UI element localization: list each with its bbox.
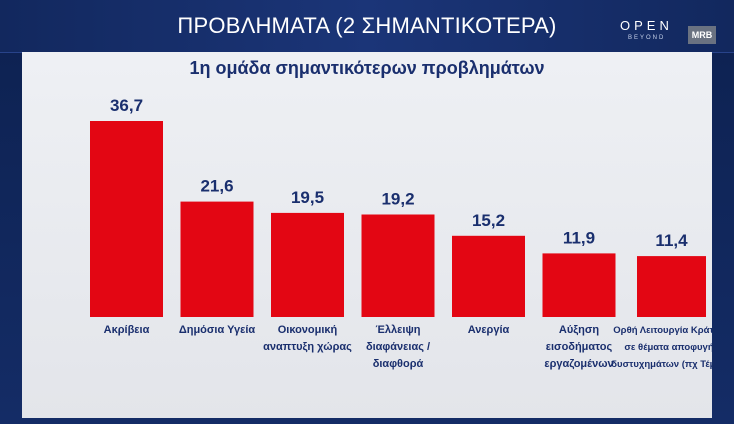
value-label-3: 19,2 — [381, 190, 414, 209]
category-label-6-0: Ορθή Λειτουργία Κράτους — [613, 325, 712, 336]
bar-0 — [90, 121, 163, 317]
category-label-3-2: διαφθορά — [373, 358, 424, 370]
category-label-4-0: Ανεργία — [468, 324, 510, 336]
value-label-1: 21,6 — [200, 177, 233, 196]
bar-2 — [271, 212, 344, 317]
category-label-6-1: σε θέματα αποφυγής — [624, 342, 712, 353]
value-label-5: 11,9 — [563, 228, 595, 247]
category-label-3-1: διαφάνειας / — [366, 341, 430, 353]
category-label-0-0: Ακρίβεια — [104, 324, 150, 336]
value-label-2: 19,5 — [291, 188, 324, 207]
category-label-6-2: δυστυχημάτων (πχ Τέμπη) — [611, 359, 712, 370]
bar-6 — [637, 256, 706, 317]
category-label-1-0: Δημόσια Υγεία — [179, 324, 256, 336]
chart-panel: 1η ομάδα σημαντικότερων προβλημάτων 36,7… — [22, 52, 712, 418]
bar-4 — [452, 235, 525, 317]
value-label-6: 11,4 — [655, 231, 688, 250]
value-label-4: 15,2 — [472, 211, 505, 230]
category-label-2-1: αναπτυξη χώρας — [263, 341, 352, 353]
header-bar: ΠΡΟΒΛΗΜΑΤΑ (2 ΣΗΜΑΝΤΙΚΟΤΕΡΑ) OPEN BEYOND… — [0, 0, 734, 53]
bar-chart: 36,7 Ακρίβεια 21,6 Δημόσια Υγεία 19,5 Οικονομ… — [90, 96, 712, 370]
bar-3 — [361, 214, 435, 317]
open-logo-subtitle: BEYOND — [628, 35, 666, 41]
value-label-0: 36,7 — [110, 96, 143, 115]
bar-1 — [180, 201, 254, 317]
category-label-3-0: Έλλειψη — [376, 324, 421, 336]
category-label-5-2: εργαζομένων — [544, 358, 613, 370]
category-label-5-0: Αύξηση — [559, 324, 599, 336]
mrb-logo: MRB — [688, 26, 716, 44]
chart-title: 1η ομάδα σημαντικότερων προβλημάτων — [189, 58, 545, 78]
open-logo: OPEN — [620, 18, 673, 33]
bar-5 — [542, 253, 616, 317]
header-title: ΠΡΟΒΛΗΜΑΤΑ (2 ΣΗΜΑΝΤΙΚΟΤΕΡΑ) — [177, 13, 557, 38]
category-label-2-0: Οικονομική — [278, 324, 338, 336]
category-label-5-1: εισοδήματος — [546, 341, 613, 353]
